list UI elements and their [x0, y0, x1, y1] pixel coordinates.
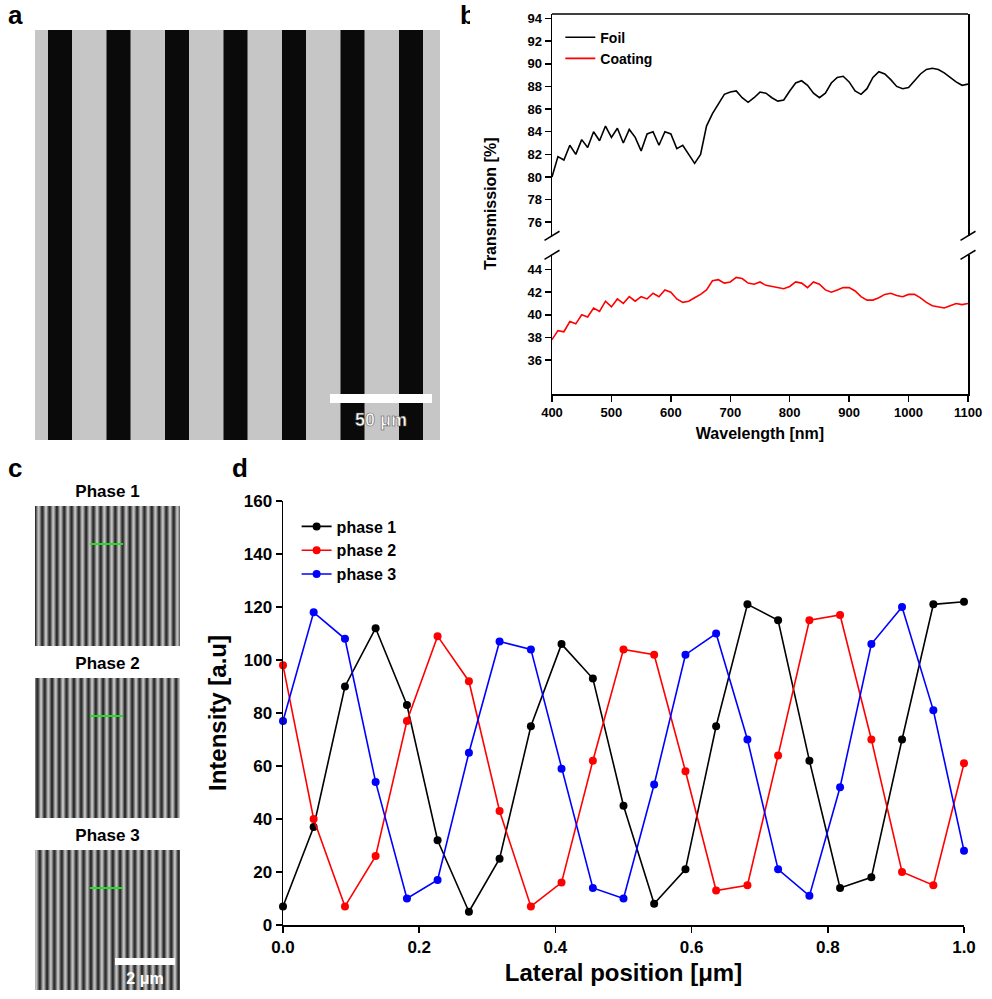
svg-text:1100: 1100	[954, 405, 982, 420]
svg-text:160: 160	[244, 492, 272, 511]
svg-text:Coating: Coating	[600, 51, 652, 67]
svg-text:80: 80	[253, 704, 272, 723]
svg-text:90: 90	[527, 56, 541, 71]
svg-text:0: 0	[263, 916, 272, 935]
svg-text:800: 800	[779, 405, 801, 420]
svg-text:Foil: Foil	[600, 30, 625, 46]
svg-text:50 μm: 50 μm	[355, 410, 407, 430]
svg-text:140: 140	[244, 545, 272, 564]
html-text:d: d	[232, 453, 248, 483]
svg-text:500: 500	[601, 405, 623, 420]
svg-text:20: 20	[253, 863, 272, 882]
svg-text:38: 38	[527, 330, 541, 345]
svg-text:84: 84	[527, 124, 542, 139]
svg-text:Wavelength [nm]: Wavelength [nm]	[696, 425, 824, 442]
svg-text:40: 40	[527, 307, 541, 322]
svg-text:80: 80	[527, 170, 541, 185]
svg-text:900: 900	[838, 405, 860, 420]
svg-text:0.0: 0.0	[271, 938, 295, 957]
svg-text:phase 3: phase 3	[337, 566, 397, 583]
svg-text:94: 94	[527, 11, 542, 26]
html-text:Phase 3: Phase 3	[75, 826, 140, 845]
svg-text:0.2: 0.2	[407, 938, 431, 957]
svg-text:76: 76	[527, 215, 541, 230]
html-text:Phase 1: Phase 1	[75, 482, 140, 501]
svg-text:Intensity [a.u]: Intensity [a.u]	[204, 635, 231, 791]
svg-text:400: 400	[541, 405, 563, 420]
svg-text:40: 40	[253, 810, 272, 829]
svg-text:2 μm: 2 μm	[126, 970, 163, 987]
svg-text:42: 42	[527, 285, 541, 300]
svg-text:700: 700	[719, 405, 741, 420]
html-text:Phase 2: Phase 2	[75, 654, 140, 673]
svg-text:44: 44	[527, 262, 542, 277]
svg-text:0.6: 0.6	[680, 938, 704, 957]
html-text:a: a	[8, 0, 23, 30]
svg-text:60: 60	[253, 757, 272, 776]
svg-text:1000: 1000	[894, 405, 923, 420]
svg-text:78: 78	[527, 192, 541, 207]
svg-text:1.0: 1.0	[952, 938, 976, 957]
svg-text:120: 120	[244, 598, 272, 617]
svg-text:Transmission [%]: Transmission [%]	[482, 138, 499, 270]
svg-text:0.4: 0.4	[544, 938, 568, 957]
svg-text:phase 1: phase 1	[337, 519, 397, 536]
svg-text:600: 600	[660, 405, 682, 420]
svg-text:82: 82	[527, 147, 541, 162]
html-text:b: b	[460, 0, 476, 30]
svg-text:100: 100	[244, 651, 272, 670]
svg-text:86: 86	[527, 102, 541, 117]
html-text:c: c	[8, 453, 23, 483]
svg-text:0.8: 0.8	[816, 938, 840, 957]
svg-text:88: 88	[527, 79, 541, 94]
svg-text:phase 2: phase 2	[337, 542, 397, 559]
svg-text:92: 92	[527, 34, 541, 49]
svg-text:Lateral position [μm]: Lateral position [μm]	[505, 959, 742, 986]
svg-text:36: 36	[527, 353, 541, 368]
